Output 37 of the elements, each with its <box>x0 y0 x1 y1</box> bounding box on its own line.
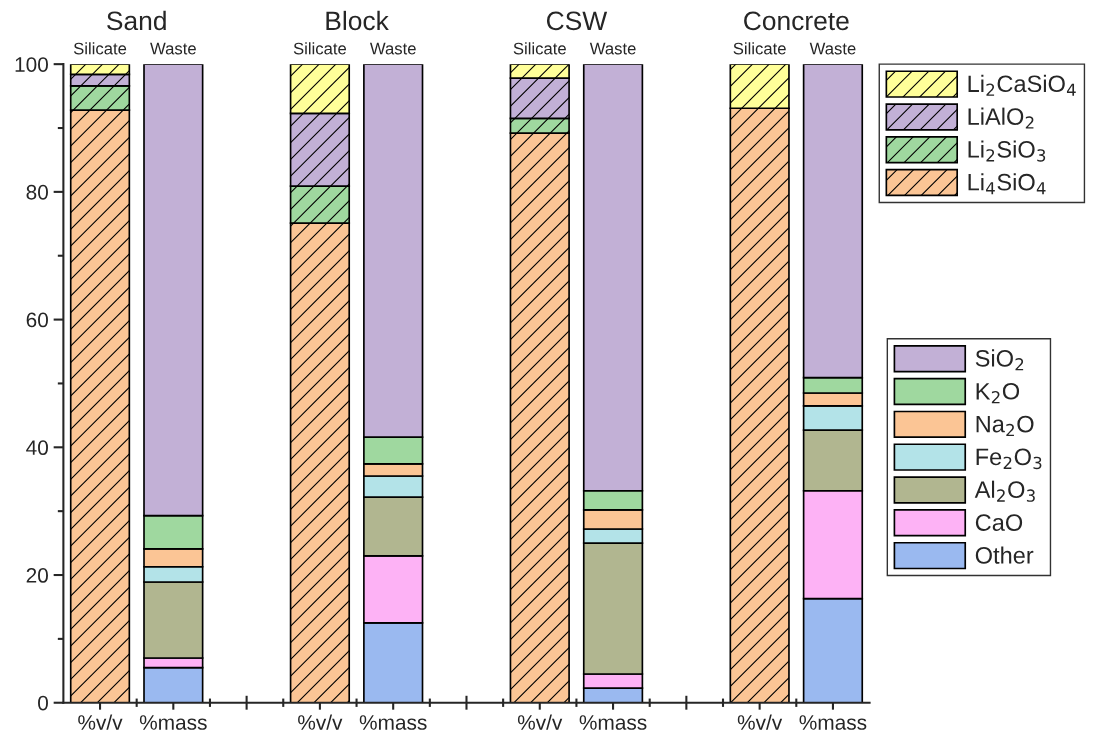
legend-label: K$_{2}$O <box>976 382 1020 404</box>
legend-label: CaO <box>975 514 1023 531</box>
x-tick-label: %mass <box>359 715 427 730</box>
text: CSW <box>546 11 608 31</box>
text: Silicate <box>513 42 566 55</box>
text: Concrete <box>744 11 849 31</box>
x-tick-label: %v/v <box>298 714 343 730</box>
text: Silicate <box>73 42 127 55</box>
text: Block <box>326 10 389 31</box>
legend-label: Li$_{2}$CaSiO$_{4}$ <box>968 74 1076 96</box>
y-tick-label: 20 <box>26 568 48 583</box>
text: Waste <box>369 42 416 55</box>
x-tick-label: %mass <box>139 715 207 730</box>
text: Waste <box>150 42 196 55</box>
legend-label: LiAlO$_{2}$ <box>968 107 1034 129</box>
text: Silicate <box>733 42 786 55</box>
y-tick-label: 0 <box>38 695 48 711</box>
legend-label: Other <box>975 546 1034 564</box>
x-tick-label: %v/v <box>517 714 563 730</box>
text: Waste <box>809 42 856 55</box>
text: Waste <box>589 42 636 55</box>
legend-label: Li$_{2}$SiO$_{3}$ <box>968 140 1046 162</box>
x-tick-label: %v/v <box>737 714 783 730</box>
x-tick-label: %mass <box>579 715 647 730</box>
legend-label: Li$_{4}$SiO$_{4}$ <box>968 173 1046 195</box>
y-tick-label: 60 <box>26 312 48 328</box>
text: Silicate <box>293 42 347 55</box>
legend-label: Al$_{2}$O$_{3}$ <box>974 480 1035 502</box>
legend-label: Na$_{2}$O <box>976 415 1034 437</box>
legend-label: SiO$_{2}$ <box>975 349 1024 371</box>
legend-label: Fe$_{2}$O$_{3}$ <box>976 448 1042 470</box>
x-tick-label: %v/v <box>78 714 123 730</box>
text: Sand <box>107 10 166 31</box>
y-tick-label: 80 <box>26 184 48 200</box>
x-tick-label: %mass <box>799 715 867 730</box>
y-tick-label: 40 <box>26 440 48 456</box>
y-tick-label: 100 <box>15 57 48 72</box>
